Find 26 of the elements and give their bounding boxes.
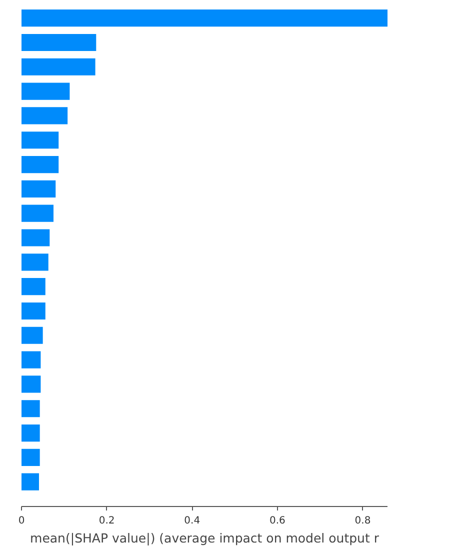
bar: [22, 400, 40, 418]
bar: [22, 254, 48, 271]
bar: [22, 82, 70, 100]
bar: [22, 278, 46, 296]
bar: [22, 424, 40, 442]
bar: [22, 473, 39, 490]
x-tick-label: 0: [18, 516, 25, 526]
bar: [22, 326, 43, 344]
bar: [22, 10, 388, 27]
x-axis-title: mean(|SHAP value|) (average impact on model output r: [30, 530, 380, 546]
bar: [22, 156, 59, 174]
x-tick-label: 0.2: [98, 516, 115, 526]
bar: [22, 302, 46, 320]
bar: [22, 229, 50, 246]
bar: [22, 448, 40, 466]
x-tick-label: 0.4: [184, 516, 200, 526]
bar: [22, 132, 59, 149]
bar: [22, 58, 96, 76]
bar: [22, 107, 68, 124]
bar: [22, 34, 96, 52]
x-tick-label: 0.8: [354, 516, 371, 526]
x-tick-label: 0.6: [269, 516, 286, 526]
bar: [22, 180, 56, 198]
bar: [22, 351, 41, 368]
bar: [22, 376, 41, 393]
bar: [22, 204, 54, 222]
